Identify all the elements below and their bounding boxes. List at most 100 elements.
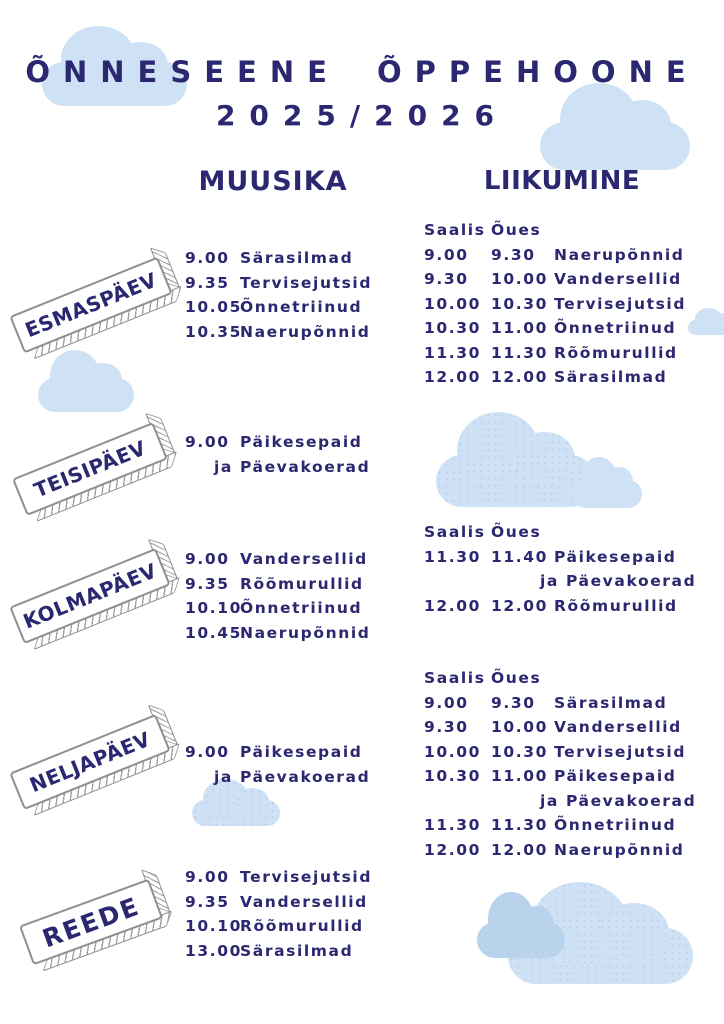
schedule-row: 9.00 Tervisejutsid	[185, 865, 372, 890]
time: 10.10	[185, 599, 243, 617]
saalis-time: 10.00	[424, 742, 482, 761]
group-name: Vandersellid	[240, 550, 368, 568]
group-name: Päikesepaid	[554, 767, 677, 785]
time: 9.35	[185, 273, 230, 292]
group-name: Särasilmad	[240, 249, 354, 267]
location-header-row: Saalis Õues	[424, 520, 696, 545]
schedule-row: 11.30 11.30 Rõõmurullid	[424, 341, 686, 366]
oues-time: 12.00	[491, 596, 549, 615]
location-header-row: Saalis Õues	[424, 666, 696, 691]
schedule-row: 9.00 9.30 Naerupõnnid	[424, 243, 686, 268]
group-name: Päikesepaid	[240, 743, 363, 761]
group-name: Päikesepaid	[240, 433, 363, 451]
time: 13.00	[185, 941, 243, 960]
group-name: ja Päevakoerad	[214, 767, 371, 786]
schedule-row: 13.00 Särasilmad	[185, 939, 372, 964]
group-name: Särasilmad	[240, 941, 354, 960]
liikumine-kolmapaev: Saalis Õues 11.30 11.40 Päikesepaid ja P…	[424, 520, 696, 618]
schedule-row: 9.30 10.00 Vandersellid	[424, 267, 686, 292]
schedule-row: 10.10 Õnnetriinud	[185, 596, 370, 621]
saalis-header: Saalis	[424, 523, 486, 541]
saalis-time: 12.00	[424, 368, 482, 386]
cloud-icon	[688, 307, 724, 335]
group-name: Tervisejutsid	[240, 868, 373, 886]
saalis-time: 12.00	[424, 840, 482, 859]
page-title: ÕNNESEENE ÕPPEHOONE	[25, 55, 699, 89]
day-label: KOLMAPÄEV	[9, 547, 171, 645]
column-header-muusika: MUUSIKA	[198, 166, 348, 197]
cloud-icon	[42, 25, 187, 106]
day-label: REEDE	[18, 878, 164, 966]
group-name: Õnnetriinud	[240, 298, 363, 316]
saalis-time: 9.30	[424, 270, 469, 288]
oues-time: 11.40	[491, 547, 549, 566]
group-name: Tervisejutsid	[554, 294, 687, 313]
group-name: Naerupõnnid	[554, 840, 685, 859]
saalis-time: 11.30	[424, 343, 482, 362]
day-label: ESMASPÄEV	[9, 256, 173, 354]
schedule-row: 10.05 Õnnetriinud	[185, 295, 372, 320]
schedule-row: 9.35 Vandersellid	[185, 890, 372, 915]
schedule-row: 12.00 12.00 Naerupõnnid	[424, 838, 696, 863]
saalis-time: 11.30	[424, 816, 482, 834]
schedule-row: 10.30 11.00 Õnnetriinud	[424, 316, 686, 341]
muusika-reede: 9.00 Tervisejutsid 9.35 Vandersellid 10.…	[185, 865, 372, 963]
oues-time: 10.00	[491, 718, 549, 736]
column-header-liikumine: LIIKUMINE	[483, 166, 641, 196]
time: 9.00	[185, 249, 230, 267]
day-banner-reede: REEDE	[18, 878, 164, 966]
cloud-icon	[572, 457, 642, 508]
time: 10.05	[185, 298, 243, 316]
time: 9.35	[185, 574, 230, 593]
day-label: TEISIPÄEV	[12, 421, 168, 517]
time: 9.00	[185, 433, 230, 451]
cloud-icon	[192, 778, 280, 826]
schedule-row: 9.00 Päikesepaid	[185, 430, 370, 455]
time: 9.00	[185, 743, 230, 761]
group-name: Päikesepaid	[554, 547, 677, 566]
oues-time: 9.30	[491, 693, 536, 712]
schedule-row: 10.30 11.00 Päikesepaid	[424, 764, 696, 789]
saalis-time: 10.30	[424, 767, 482, 785]
oues-time: 10.30	[491, 742, 549, 761]
day-banner-teisipaev: TEISIPÄEV	[12, 421, 168, 517]
time: 10.35	[185, 322, 243, 341]
oues-time: 9.30	[491, 245, 536, 264]
schedule-row: 9.00 9.30 Särasilmad	[424, 691, 696, 716]
group-name: ja Päevakoerad	[214, 457, 371, 476]
cloud-icon	[38, 350, 134, 412]
cloud-icon	[540, 82, 690, 170]
schedule-row: 9.30 10.00 Vandersellid	[424, 715, 696, 740]
day-banner-esmaspaev: ESMASPÄEV	[9, 256, 173, 354]
day-banner-kolmapaev: KOLMAPÄEV	[9, 547, 171, 645]
school-year: 2025/2026	[215, 99, 509, 132]
muusika-kolmapaev: 9.00 Vandersellid 9.35 Rõõmurullid 10.10…	[185, 547, 370, 645]
group-name: Rõõmurullid	[240, 574, 364, 593]
oues-time: 12.00	[491, 368, 549, 386]
group-name: Vandersellid	[554, 270, 682, 288]
group-name: Rõõmurullid	[554, 343, 678, 362]
saalis-time: 12.00	[424, 596, 482, 615]
oues-time: 11.30	[491, 343, 549, 362]
cloud-icon	[477, 892, 565, 958]
muusika-neljapaev: 9.00 Päikesepaid ja Päevakoerad	[185, 740, 370, 789]
schedule-row: ja Päevakoerad	[185, 765, 370, 790]
group-name: Särasilmad	[554, 693, 668, 712]
saalis-header: Saalis	[424, 221, 486, 239]
oues-time: 11.00	[491, 767, 549, 785]
group-name: Rõõmurullid	[554, 596, 678, 615]
saalis-header: Saalis	[424, 669, 486, 687]
group-name: Tervisejutsid	[240, 273, 373, 292]
group-name: Naerupõnnid	[554, 245, 685, 264]
saalis-time: 10.00	[424, 294, 482, 313]
schedule-row: 10.10 Rõõmurullid	[185, 914, 372, 939]
time: 10.10	[185, 917, 243, 935]
group-name: Naerupõnnid	[240, 623, 371, 642]
oues-time: 10.30	[491, 294, 549, 313]
muusika-esmaspaev: 9.00 Särasilmad 9.35 Tervisejutsid 10.05…	[185, 246, 372, 344]
oues-time: 11.30	[491, 816, 549, 834]
oues-header: Õues	[491, 669, 542, 687]
schedule-row: 11.30 11.40 Päikesepaid	[424, 545, 696, 570]
schedule-row: 9.00 Särasilmad	[185, 246, 372, 271]
time: 9.00	[185, 868, 230, 886]
